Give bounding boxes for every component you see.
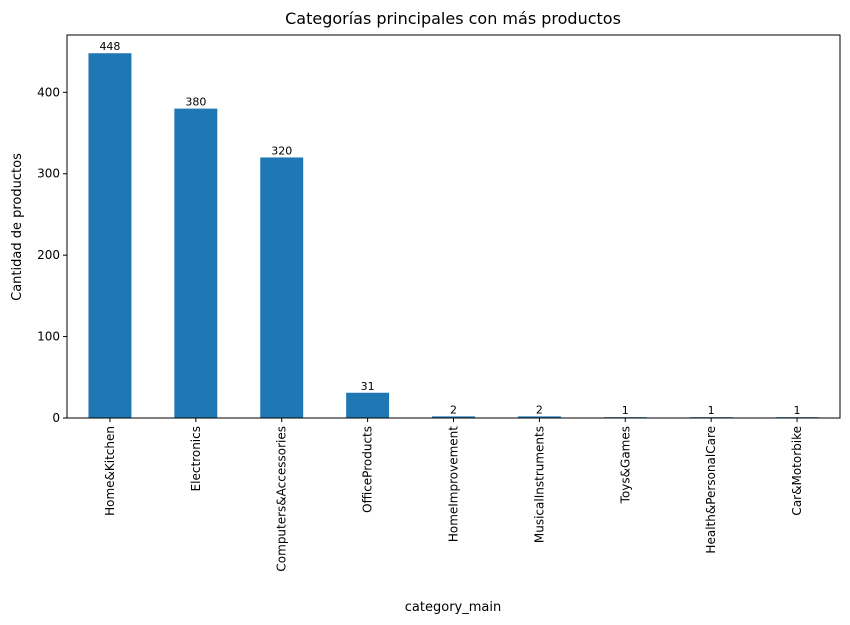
data-label-7: 1	[708, 404, 715, 417]
x-tick-label-0: Home&Kitchen	[103, 426, 117, 516]
x-tick-label-8: Car&Motorbike	[790, 426, 804, 516]
bar-1	[174, 108, 218, 418]
data-label-6: 1	[622, 404, 629, 417]
bar-0	[88, 53, 132, 418]
y-tick-label-1: 100	[37, 330, 60, 344]
bar-3	[346, 392, 390, 418]
y-tick-label-4: 400	[37, 85, 60, 99]
x-tick-label-4: HomeImprovement	[447, 426, 461, 542]
bars-layer	[88, 53, 819, 418]
chart-title: Categorías principales con más productos	[285, 9, 621, 28]
plot-frame	[66, 34, 841, 419]
data-label-5: 2	[536, 403, 543, 416]
data-label-2: 320	[271, 144, 292, 157]
data-label-1: 380	[185, 96, 206, 109]
bar-4	[432, 416, 475, 418]
y-axis: 0 100 200 300 400	[37, 85, 67, 425]
y-tick-label-3: 300	[37, 167, 60, 181]
y-tick-label-2: 200	[37, 248, 60, 262]
x-axis-title: category_main	[405, 600, 501, 615]
x-tick-label-5: MusicalInstruments	[532, 426, 546, 543]
bar-2	[260, 157, 304, 418]
x-axis: Home&Kitchen Electronics Computers&Accesso…	[103, 418, 804, 572]
y-axis-title: Cantidad de productos	[10, 153, 25, 301]
data-label-0: 448	[99, 40, 120, 53]
bar-5	[517, 416, 561, 418]
y-tick-label-0: 0	[52, 411, 60, 425]
data-label-3: 31	[361, 380, 375, 393]
x-tick-label-3: OfficeProducts	[361, 426, 375, 513]
data-label-8: 1	[794, 404, 801, 417]
x-tick-label-7: Health&PersonalCare	[704, 426, 718, 554]
data-labels-layer: 448 380 320 31 2 2 1 1 1	[99, 40, 800, 417]
x-tick-label-2: Computers&Accessories	[275, 426, 289, 572]
x-tick-label-6: Toys&Games	[618, 426, 632, 504]
x-tick-label-1: Electronics	[189, 426, 203, 491]
data-label-4: 2	[450, 403, 457, 416]
